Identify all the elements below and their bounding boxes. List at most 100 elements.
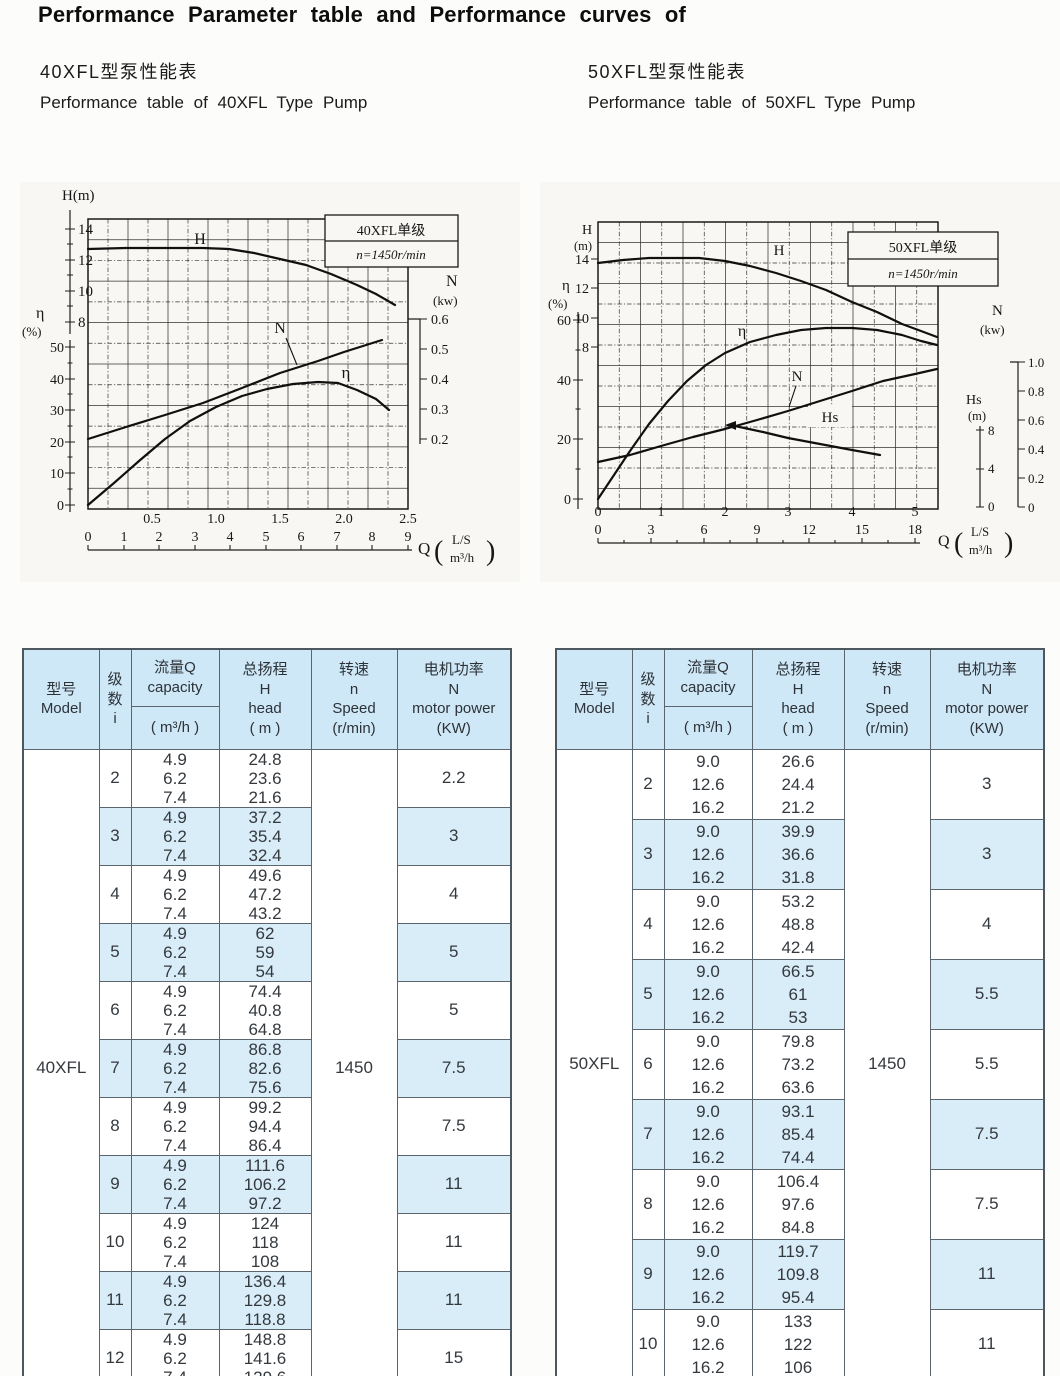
chart-title-speed: n=1450r/min	[356, 247, 425, 262]
header-speed: 转速 n Speed (r/min)	[310, 648, 398, 750]
x-tick-m3h: 3	[192, 530, 199, 545]
power-cell: 2.2	[396, 748, 512, 808]
chart-title-model: 50XFL单级	[889, 240, 957, 256]
table-row: 10 9.0 12.6 16.2 133 122 106 11	[556, 1308, 1045, 1376]
x-tick-m3h: 5	[263, 530, 270, 545]
subtitle-en-40xfl: Performance table of 40XFL Type Pump	[40, 93, 368, 112]
n-axis-label: N	[446, 273, 458, 290]
n-axis-unit: (kw)	[980, 322, 1005, 337]
hs-arrowhead	[725, 421, 736, 430]
x-tick-ls: 3	[785, 505, 792, 520]
x-tick-ls: 0	[595, 505, 602, 520]
x-tick-m3h: 2	[156, 530, 163, 545]
x-tick-m3h: 0	[595, 523, 602, 538]
power-cell: 7.5	[929, 1098, 1045, 1170]
x-tick-ls: 2.0	[335, 512, 353, 527]
n-axis: N (kw) 1.0 0.8 0.6 0.4 0.2 0	[980, 303, 1045, 515]
table-row: 9 4.9 6.2 7.4 111.6 106.2 97.2 11	[23, 1154, 512, 1214]
n-axis-label: N	[992, 303, 1003, 319]
stage-cell: 6	[98, 980, 132, 1040]
table-row: 11 4.9 6.2 7.4 136.4 129.8 118.8 11	[23, 1270, 512, 1330]
speed-cell: 1450	[310, 748, 398, 1376]
curve-eta	[86, 380, 391, 507]
n-tick: 1.0	[1028, 355, 1044, 370]
plot-border	[87, 218, 409, 510]
table-row: 5 9.0 12.6 16.2 66.5 61 53 5.5	[556, 958, 1045, 1030]
x-tick-m3h: 3	[648, 523, 655, 538]
hs-axis: Hs (m) 8 4 0	[966, 393, 995, 514]
eta-axis-label: η	[36, 305, 44, 322]
h-tick: 12	[575, 282, 589, 297]
table-row: 7 4.9 6.2 7.4 86.8 82.6 75.6 7.5	[23, 1038, 512, 1098]
head-cell: 53.2 48.8 42.4	[751, 888, 845, 960]
n-tick: 0.2	[431, 433, 449, 448]
x-tick-m3h: 12	[802, 523, 816, 538]
power-cell: 3	[929, 818, 1045, 890]
x-axis: 0.5 1.0 1.5 2.0 2.5 0 1 2 3 4 5 6 7 8 9 …	[85, 512, 496, 567]
curve-label-eta: η	[342, 363, 351, 382]
x-tick-ls: 4	[849, 505, 856, 520]
capacity-cell: 9.0 12.6 16.2	[663, 1238, 753, 1310]
table-row: 7 9.0 12.6 16.2 93.1 85.4 74.4 7.5	[556, 1098, 1045, 1170]
stage-cell: 10	[98, 1212, 132, 1272]
h-tick: 10	[78, 284, 93, 300]
paren-close: )	[1004, 528, 1013, 559]
power-cell: 11	[929, 1308, 1045, 1376]
x-tick-ls: 2	[722, 505, 729, 520]
x-tick-m3h: 4	[227, 530, 234, 545]
n-axis-unit: (kw)	[433, 293, 458, 308]
head-cell: 111.6 106.2 97.2	[218, 1154, 312, 1214]
header-capacity: 流量Q capacity	[130, 648, 220, 707]
stage-cell: 11	[98, 1270, 132, 1330]
power-cell: 7.5	[396, 1038, 512, 1098]
paren-open: (	[954, 528, 963, 559]
table-row: 8 4.9 6.2 7.4 99.2 94.4 86.4 7.5	[23, 1096, 512, 1156]
n-axis: N (kw) 0.6 0.5 0.4 0.3 0.2	[408, 273, 458, 448]
x-tick-ls: 5	[912, 505, 919, 520]
curve-label-leader	[285, 337, 298, 366]
n-tick: 0.5	[431, 343, 449, 358]
head-cell: 66.5 61 53	[751, 958, 845, 1030]
x-axis-unit-ls: L/S	[971, 525, 989, 539]
eta-tick: 40	[50, 373, 64, 388]
stage-cell: 7	[631, 1098, 665, 1170]
curve-label-H: H	[774, 243, 785, 259]
power-cell: 15	[396, 1328, 512, 1376]
chart-grid	[88, 219, 408, 509]
header-capacity-unit: ( m³/h )	[663, 705, 753, 750]
eta-tick: 60	[557, 314, 571, 329]
h-axis-unit: (m)	[574, 239, 592, 253]
power-cell: 11	[396, 1154, 512, 1214]
eta-tick: 0	[564, 493, 571, 508]
table-row: 10 4.9 6.2 7.4 124 118 108 11	[23, 1212, 512, 1272]
chart-title-box: 50XFL单级 n=1450r/min	[847, 231, 999, 287]
power-cell: 3	[929, 748, 1045, 820]
stage-cell: 5	[631, 958, 665, 1030]
head-cell: 74.4 40.8 64.8	[218, 980, 312, 1040]
head-cell: 133 122 106	[751, 1308, 845, 1376]
head-cell: 26.6 24.4 21.2	[751, 748, 845, 820]
stage-cell: 2	[98, 748, 132, 808]
table-row: 6 4.9 6.2 7.4 74.4 40.8 64.8 5	[23, 980, 512, 1040]
curve-eta	[596, 326, 939, 501]
table-row: 8 9.0 12.6 16.2 106.4 97.6 84.8 7.5	[556, 1168, 1045, 1240]
h-axis-label: H	[582, 223, 592, 238]
power-cell: 7.5	[396, 1096, 512, 1156]
n-tick: 0.4	[431, 373, 449, 388]
x-tick-m3h: 15	[855, 523, 869, 538]
n-tick: 0.6	[1028, 413, 1045, 428]
table-row: 3 4.9 6.2 7.4 37.2 35.4 32.4 3	[23, 806, 512, 866]
stage-cell: 2	[631, 748, 665, 820]
x-tick-m3h: 7	[334, 530, 341, 545]
stage-cell: 9	[98, 1154, 132, 1214]
eta-axis: η (%) 60 40 20 0	[548, 278, 583, 509]
h-tick: 8	[582, 341, 589, 356]
stage-cell: 10	[631, 1308, 665, 1376]
curve-label-N: N	[274, 320, 286, 337]
